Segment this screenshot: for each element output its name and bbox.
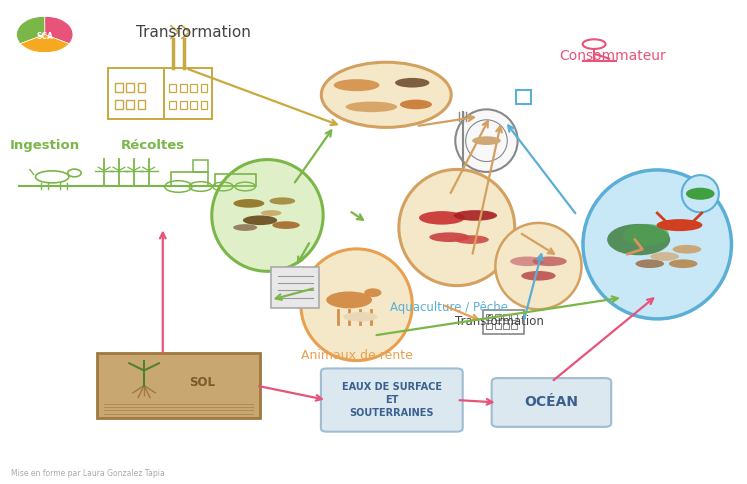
Ellipse shape [419,211,465,225]
Ellipse shape [651,252,679,261]
Ellipse shape [636,259,664,268]
Ellipse shape [623,224,669,245]
Ellipse shape [400,100,432,109]
Text: EAUX DE SURFACE
ET
SOUTERRAINES: EAUX DE SURFACE ET SOUTERRAINES [342,382,441,418]
Text: Mise en forme par Laura Gonzalez Tapia: Mise en forme par Laura Gonzalez Tapia [11,469,165,479]
Ellipse shape [326,291,372,308]
Wedge shape [45,16,73,44]
Ellipse shape [657,219,702,231]
Ellipse shape [455,109,518,172]
Ellipse shape [430,232,469,242]
Ellipse shape [395,78,430,88]
Wedge shape [16,16,45,44]
FancyBboxPatch shape [321,368,462,432]
FancyBboxPatch shape [492,378,611,427]
Ellipse shape [510,257,545,266]
Ellipse shape [272,221,300,229]
Ellipse shape [270,197,295,205]
Ellipse shape [672,245,701,254]
Text: OCÉAN: OCÉAN [524,395,578,409]
Ellipse shape [334,79,379,91]
Ellipse shape [454,235,489,244]
Text: Récoltes: Récoltes [120,139,185,152]
Ellipse shape [607,224,670,255]
Text: Animaux de rente: Animaux de rente [300,349,412,362]
Ellipse shape [583,170,731,319]
Text: Consommateur: Consommateur [560,49,666,63]
Ellipse shape [686,188,715,200]
Ellipse shape [521,271,556,281]
Text: Transformation: Transformation [136,25,251,40]
Ellipse shape [321,62,451,127]
Ellipse shape [301,249,412,361]
Ellipse shape [669,259,698,268]
Ellipse shape [453,210,497,221]
Ellipse shape [533,257,567,266]
FancyBboxPatch shape [96,353,260,418]
Text: SOL: SOL [189,376,215,389]
Ellipse shape [495,223,581,309]
Ellipse shape [243,215,277,225]
Text: Ingestion: Ingestion [10,139,80,152]
Ellipse shape [682,175,719,212]
Text: Aquaculture / Pêche: Aquaculture / Pêche [391,301,509,314]
Ellipse shape [212,160,323,272]
Ellipse shape [343,312,377,322]
FancyBboxPatch shape [271,267,320,308]
Text: SCA: SCA [37,32,53,42]
Ellipse shape [399,169,515,286]
Wedge shape [20,34,69,53]
Text: Transformation: Transformation [456,315,545,328]
Ellipse shape [472,136,500,145]
Ellipse shape [261,210,282,216]
Ellipse shape [346,102,397,112]
Ellipse shape [233,224,257,231]
Ellipse shape [233,199,264,208]
Ellipse shape [365,288,382,297]
